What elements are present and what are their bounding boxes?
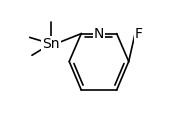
- Text: F: F: [135, 27, 143, 41]
- Text: Sn: Sn: [42, 37, 60, 51]
- Text: N: N: [94, 27, 104, 41]
